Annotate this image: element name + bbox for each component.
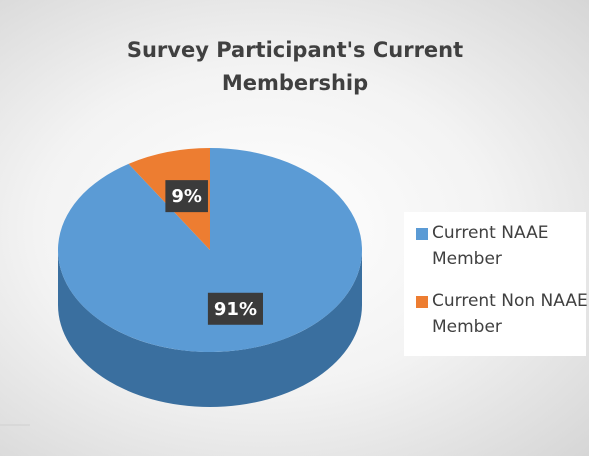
chart-title: Survey Participant's Current Membership: [126, 38, 464, 95]
legend-label: Current Non NAAE Member: [432, 291, 588, 337]
pie-side: [58, 250, 362, 407]
data-label-box: [207, 292, 263, 325]
legend: Current NAAE Member Current Non NAAE Memb…: [404, 212, 589, 356]
legend-swatch: [416, 228, 428, 240]
data-label: 91%: [214, 299, 257, 320]
legend-entry: Current NAAE Member: [416, 220, 589, 272]
legend-entry: Current Non NAAE Member: [416, 288, 589, 340]
data-label-box: [165, 180, 208, 213]
legend-label: Current NAAE Member: [432, 223, 549, 269]
pie-slice: [58, 148, 363, 353]
data-label: 9%: [171, 186, 202, 207]
legend-swatch: [416, 296, 428, 308]
